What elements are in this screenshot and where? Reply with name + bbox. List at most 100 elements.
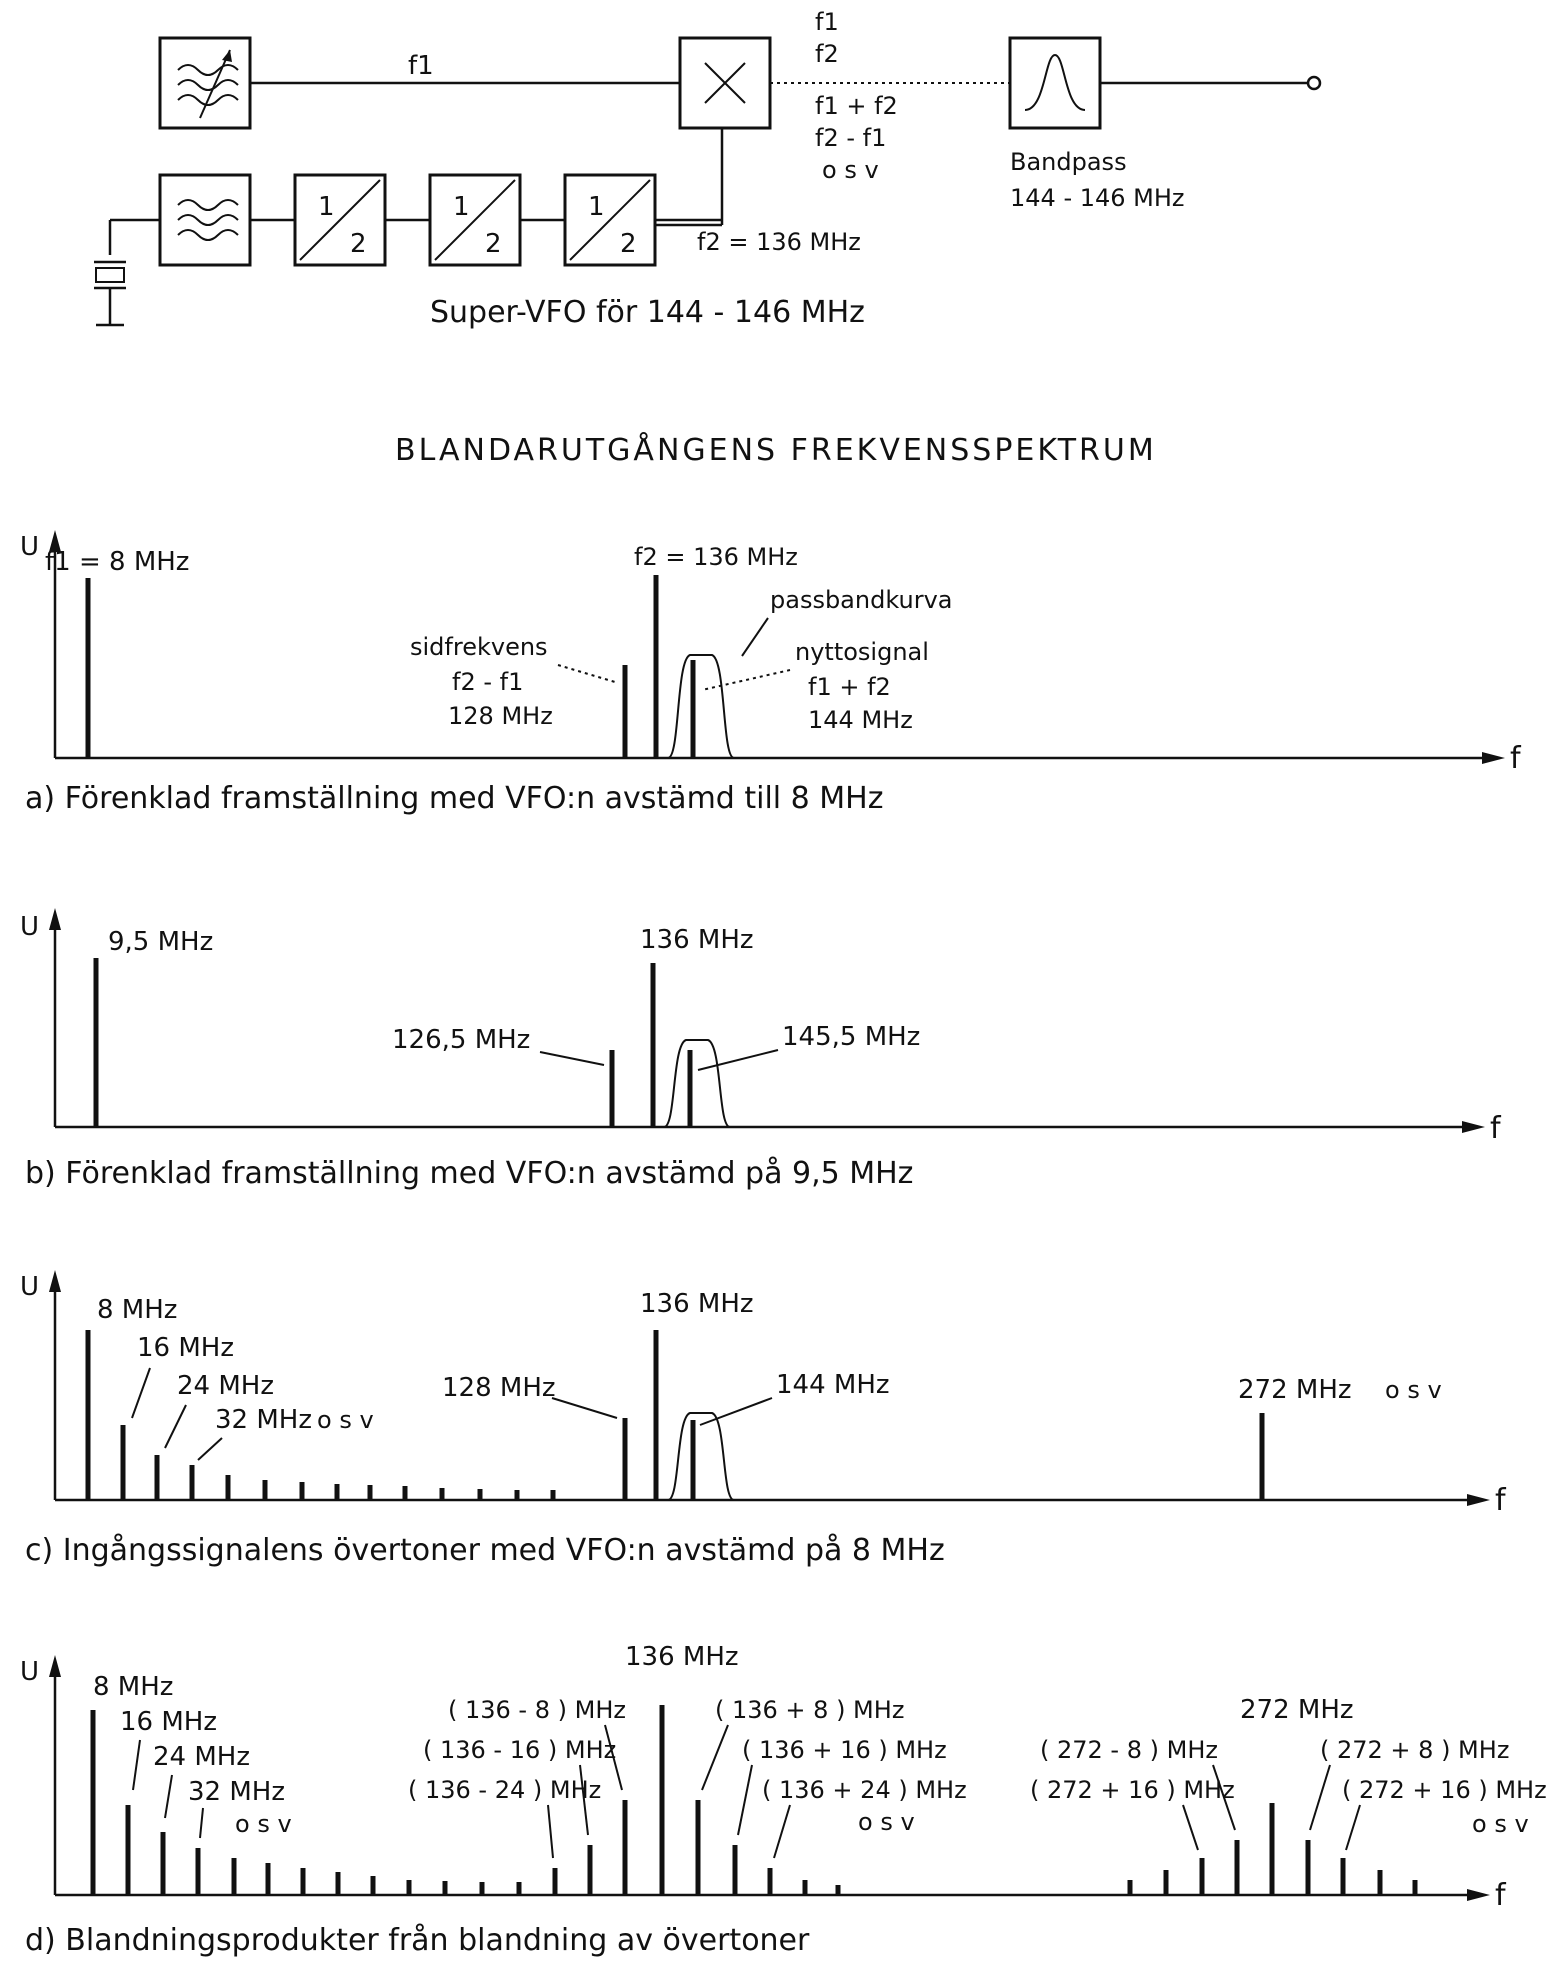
harmonic-label: 16 MHz (137, 1333, 234, 1363)
y-axis-label: U (20, 1272, 39, 1302)
harmonic-label: 32 MHz (215, 1405, 312, 1435)
panel-d: U f (20, 1642, 1547, 1958)
leader-line (164, 1404, 187, 1449)
y-axis (49, 1270, 61, 1500)
lower-product-label: ( 136 - 16 ) MHz (423, 1736, 616, 1764)
leader-line (697, 1049, 779, 1071)
divider-denominator: 2 (350, 229, 367, 259)
leader-line (547, 1804, 554, 1859)
passband-label: passbandkurva (770, 586, 952, 614)
y-axis-label: U (20, 912, 39, 942)
bandpass-range: 144 - 146 MHz (1010, 184, 1185, 212)
leader-line (1182, 1804, 1199, 1851)
divider-block: 1 2 (428, 173, 522, 267)
second-lower-product-label: ( 272 + 16 ) MHz (1030, 1776, 1235, 1804)
divider-denominator: 2 (620, 229, 637, 259)
crystal-icon (94, 218, 160, 327)
harmonic-bars (85, 1330, 556, 1500)
mixer-outputs-list: f1 f2 f1 + f2 f2 - f1 o s v (815, 8, 898, 184)
mixer-icon (704, 62, 746, 104)
divider-block: 1 2 (293, 173, 387, 267)
useful-signal-label: 145,5 MHz (782, 1022, 920, 1052)
leader-line (773, 1804, 791, 1859)
leader-line (551, 1397, 618, 1419)
leader-line (197, 1437, 223, 1461)
harmonic-label: 32 MHz (188, 1777, 285, 1807)
y-axis (49, 1655, 61, 1895)
lower-product-label: ( 136 - 24 ) MHz (408, 1776, 601, 1804)
mixer-output-item: f2 (815, 40, 839, 68)
harmonic-label: 8 MHz (97, 1295, 177, 1325)
second-upper-product-label: ( 272 + 8 ) MHz (1320, 1736, 1509, 1764)
vfo-icon (177, 49, 239, 119)
useful-signal-label: 144 MHz (776, 1370, 890, 1400)
second-lower-product-label: ( 272 - 8 ) MHz (1040, 1736, 1218, 1764)
panel-d-caption: d) Blandningsprodukter från blandning av… (25, 1923, 810, 1958)
harmonic-label: 8 MHz (93, 1672, 173, 1702)
carrier-label: 136 MHz (640, 1289, 754, 1319)
bandpass-icon (1024, 53, 1086, 111)
passband-curve (667, 1412, 735, 1501)
oscillator-icon (177, 199, 239, 241)
x-axis-label: f (1495, 1483, 1507, 1518)
f1-label: f1 = 8 MHz (45, 547, 189, 577)
side-frequency-value: 128 MHz (448, 702, 553, 730)
spectrum-title: BLANDARUTGÅNGENS FREKVENSSPEKTRUM (395, 432, 1157, 468)
leader-line (557, 664, 616, 683)
upper-product-label: ( 136 + 8 ) MHz (715, 1696, 904, 1724)
upper-product-label: ( 136 + 16 ) MHz (742, 1736, 947, 1764)
divider-numerator: 1 (588, 192, 605, 222)
f1-signal-label: f1 (408, 51, 434, 81)
bandpass-label: Bandpass (1010, 148, 1127, 176)
panel-c: U f 8 MHz 16 MHz 24 (20, 1270, 1507, 1568)
x-axis (55, 1494, 1490, 1506)
vfo-label: 9,5 MHz (108, 927, 213, 957)
y-axis (49, 530, 61, 758)
leader-line (131, 1367, 151, 1419)
leader-line (1345, 1804, 1361, 1851)
leader-line (737, 1764, 753, 1836)
bandpass-block (1008, 36, 1102, 130)
lower-product-label: ( 136 - 8 ) MHz (448, 1696, 626, 1724)
passband-curve (667, 654, 735, 759)
useful-signal-label: nyttosignal (795, 638, 929, 666)
leader-line (164, 1774, 173, 1819)
side-formula: f2 - f1 (452, 668, 523, 696)
upper-product-bars (695, 1800, 841, 1895)
y-axis-label: U (20, 532, 39, 562)
leader-line (1212, 1764, 1236, 1831)
divider-numerator: 1 (318, 192, 335, 222)
harmonic-label: 16 MHz (120, 1707, 217, 1737)
leader-line (701, 1724, 729, 1791)
leader-line (579, 1764, 589, 1836)
block-diagram-caption: Super-VFO för 144 - 146 MHz (430, 295, 865, 330)
mixer-output-item: f1 + f2 (815, 92, 898, 120)
carrier-label: 136 MHz (625, 1642, 739, 1672)
harmonic-bars (90, 1710, 522, 1895)
block-diagram: f1 f1 f2 f1 + f2 f2 - f1 o s v Bandpass … (94, 8, 1322, 330)
leader-line (701, 669, 791, 691)
side-frequency-label: 128 MHz (442, 1373, 556, 1403)
lower-product-bars (552, 1800, 628, 1895)
leader-line (604, 1724, 623, 1791)
etc-label: o s v (1472, 1810, 1529, 1838)
x-axis (55, 1121, 1485, 1133)
leader-line (132, 1739, 141, 1791)
x-axis-label: f (1510, 741, 1522, 776)
second-upper-product-label: ( 272 + 16 ) MHz (1342, 1776, 1547, 1804)
x-axis-label: f (1490, 1111, 1502, 1146)
useful-formula: f1 + f2 (808, 673, 891, 701)
harmonic-label: 24 MHz (177, 1371, 274, 1401)
x-axis-label: f (1495, 1878, 1507, 1913)
crystal-oscillator-block (158, 173, 252, 267)
f2-label: f2 = 136 MHz (634, 543, 798, 571)
y-axis-label: U (20, 1657, 39, 1687)
divider-numerator: 1 (453, 192, 470, 222)
mixer-output-item: f2 - f1 (815, 124, 886, 152)
x-axis (55, 752, 1505, 764)
mixer-output-item: o s v (822, 156, 879, 184)
leader-line (539, 1051, 605, 1066)
second-harmonic-label: 272 MHz (1238, 1375, 1352, 1405)
mixer-output-item: f1 (815, 8, 839, 36)
